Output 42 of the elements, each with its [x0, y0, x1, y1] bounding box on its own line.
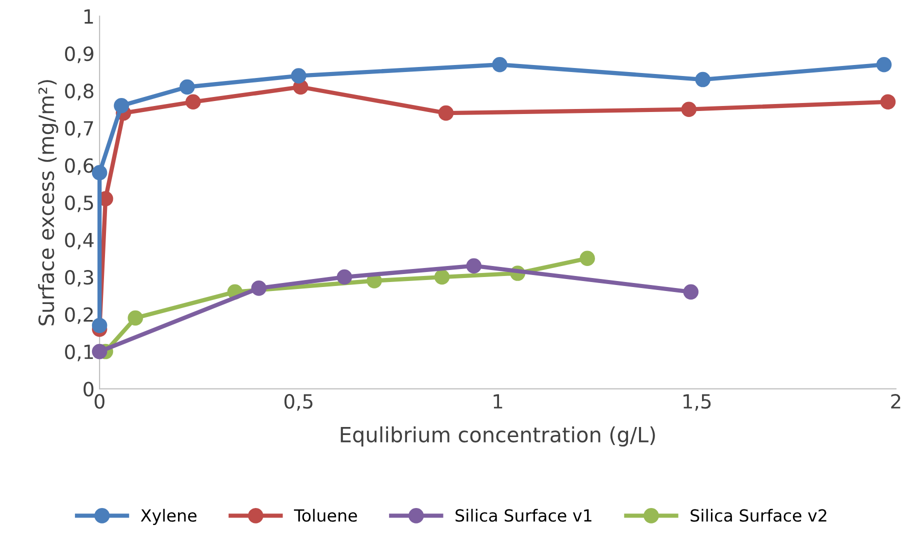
y-axis-title: Surface excess (mg/m²) — [38, 80, 58, 326]
legend-label: Silica Surface v1 — [456, 508, 592, 522]
y-tick-label: 0,6 — [65, 158, 94, 175]
legend-label: Toluene — [294, 508, 357, 522]
point — [92, 165, 108, 180]
y-tick-label: 0,9 — [65, 46, 94, 64]
x-tick-label: 0,5 — [284, 394, 312, 411]
point — [434, 269, 450, 285]
point — [492, 57, 508, 72]
point — [580, 250, 595, 266]
point — [438, 105, 454, 121]
y-tick-label: 0,7 — [65, 120, 94, 138]
point — [114, 98, 130, 114]
point — [466, 258, 482, 274]
x-tick-label: 0 — [94, 394, 104, 409]
x-tick-label: 1,5 — [684, 394, 711, 411]
point — [880, 94, 896, 110]
y-tick-label: 0 — [84, 382, 94, 396]
y-tick-label: 0,3 — [65, 270, 94, 287]
point — [695, 72, 710, 88]
y-tick-label: 0,4 — [65, 232, 94, 250]
point — [681, 102, 697, 117]
legend-label: Xylene — [140, 508, 196, 525]
point — [92, 318, 108, 334]
point — [180, 79, 195, 95]
point — [185, 94, 201, 110]
x-tick-label: 1 — [494, 394, 502, 408]
y-tick-label: 0,8 — [65, 84, 94, 100]
x-axis-title: Equlibrium concentration (g/L) — [340, 426, 655, 447]
y-tick-label: 0,1 — [65, 344, 93, 362]
point — [336, 269, 352, 285]
point — [683, 284, 699, 300]
x-tick-label: 2 — [891, 394, 900, 408]
y-tick-label: 0,5 — [65, 195, 93, 212]
point — [251, 280, 266, 296]
y-tick-label: 1 — [84, 9, 93, 24]
point — [291, 68, 306, 84]
point — [128, 310, 144, 326]
point — [876, 57, 892, 72]
point — [92, 344, 108, 360]
legend-label: Silica Surface v2 — [690, 508, 826, 522]
y-tick-label: 0,2 — [65, 307, 93, 324]
